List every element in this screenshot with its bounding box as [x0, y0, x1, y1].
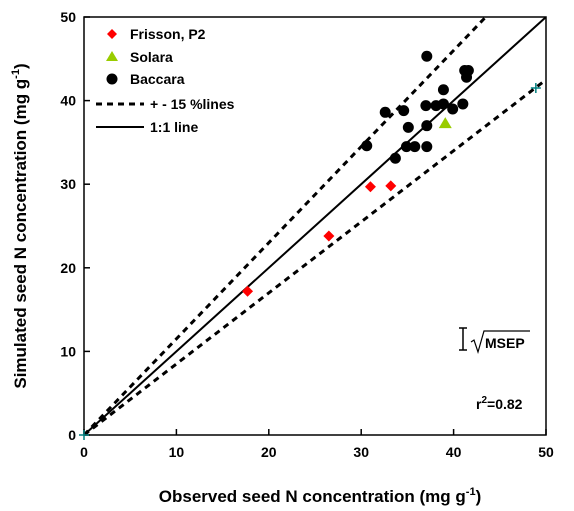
reference-lines [84, 17, 546, 435]
x-tick-label: 20 [261, 444, 277, 460]
data-point-baccara [421, 141, 433, 153]
data-point-frisson-p2 [323, 230, 335, 242]
data-point-baccara [420, 100, 432, 112]
data-point-baccara [409, 141, 421, 153]
data-point-baccara [447, 103, 459, 115]
data-points [79, 50, 541, 440]
x-tick-label: 10 [169, 444, 185, 460]
legend-item-one-to-one: 1:1 line [96, 119, 198, 135]
data-point-baccara [389, 152, 401, 164]
data-point-baccara [421, 120, 433, 132]
y-tick-label: 30 [60, 176, 76, 192]
y-axis-ticks: 0 10 20 30 40 50 [60, 9, 90, 443]
error-bar-icon [459, 327, 467, 351]
data-point-frisson-p2 [385, 180, 397, 192]
plus-marker [79, 430, 89, 440]
data-point-frisson-p2 [242, 285, 254, 297]
circle-icon [106, 73, 118, 85]
x-tick-label: 50 [538, 444, 554, 460]
triangle-icon [106, 51, 118, 61]
legend-item-15-percent-lines: + - 15 %lines [96, 96, 235, 112]
diamond-icon [107, 29, 117, 39]
x-axis-title: Observed seed N concentration (mg g-1) [159, 486, 481, 506]
data-point-baccara [437, 98, 449, 110]
y-tick-label: 20 [60, 260, 76, 276]
data-point-solara [438, 117, 452, 129]
plus-marker [530, 83, 541, 94]
y-axis-title: Simulated seed N concentration (mg g-1) [10, 63, 30, 388]
msep-annotation: MSEP [459, 327, 530, 355]
legend: Frisson, P2 Solara Baccara + - 15 %lines… [96, 26, 235, 135]
legend-item-baccara: Baccara [106, 71, 185, 87]
data-point-baccara [361, 140, 373, 152]
x-tick-label: 30 [353, 444, 369, 460]
legend-item-frisson: Frisson, P2 [107, 26, 206, 42]
legend-item-solara: Solara [106, 49, 173, 65]
data-point-baccara [437, 84, 449, 96]
r-squared-label: r2=0.82 [476, 395, 523, 412]
upper-15-percent-line [84, 17, 488, 435]
data-point-frisson-p2 [364, 181, 376, 193]
x-tick-label: 0 [80, 444, 88, 460]
y-tick-label: 50 [60, 9, 76, 25]
x-axis-ticks: 0 10 20 30 40 50 [80, 429, 554, 460]
y-tick-label: 0 [68, 427, 76, 443]
msep-label: MSEP [485, 335, 525, 351]
one-to-one-line [84, 17, 546, 435]
legend-label-15-percent-lines: + - 15 %lines [150, 96, 235, 112]
data-point-baccara [400, 141, 412, 153]
square-root-icon [470, 330, 530, 355]
legend-label-solara: Solara [130, 49, 173, 65]
data-point-baccara [457, 98, 469, 110]
plot-area [83, 16, 547, 436]
data-point-baccara [379, 106, 391, 118]
y-tick-label: 40 [60, 93, 76, 109]
data-point-baccara [421, 50, 433, 62]
y-tick-label: 10 [60, 343, 76, 359]
x-tick-label: 40 [446, 444, 462, 460]
lower-15-percent-line [84, 78, 546, 435]
data-point-baccara [398, 105, 410, 117]
data-point-baccara [402, 121, 414, 133]
legend-label-baccara: Baccara [130, 71, 185, 87]
legend-label-frisson: Frisson, P2 [130, 26, 206, 42]
data-point-baccara [461, 71, 473, 83]
legend-label-one-to-one: 1:1 line [150, 119, 198, 135]
